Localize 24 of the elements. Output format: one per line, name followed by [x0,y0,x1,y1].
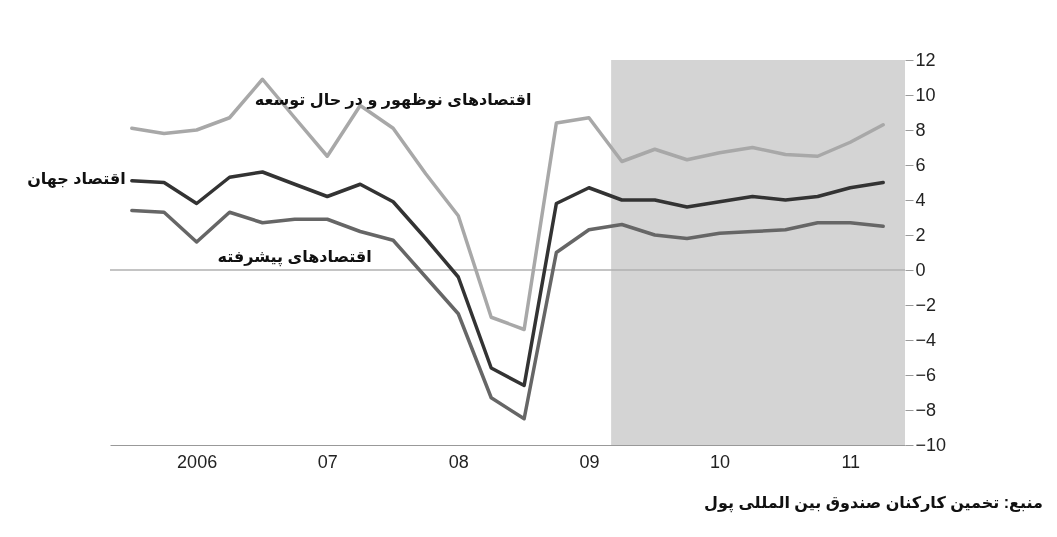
x-tick-label: 07 [317,451,338,472]
y-tick-label: −2 [915,294,937,315]
series-label: اقتصاد جهان [27,169,126,188]
x-tick-label: 09 [579,451,600,472]
series-label: اقتصادهای پیشرفته [217,248,372,268]
x-tick-label: 10 [710,451,731,472]
line-series [130,170,885,388]
y-tick-label: −8 [915,399,937,420]
y-tick-label: 12 [915,49,936,70]
y-tick-label: 8 [915,119,926,140]
x-tick-label: 08 [448,451,469,472]
y-tick-label: 10 [915,84,936,105]
series-label: اقتصادهای نوظهور و در حال توسعه [254,91,532,110]
text: منبع: تخمین کارکنان صندوق بین المللی پول [704,494,1043,513]
y-tick-label: 0 [915,259,926,280]
y-tick-label: −4 [915,329,937,350]
y-tick-label: −10 [915,434,947,455]
y-tick-label: 4 [915,189,926,210]
x-tick-label: 11 [841,451,861,472]
y-tick-label: −6 [915,364,937,385]
y-tick-label: 6 [915,154,926,175]
x-tick-label: 2006 [177,451,218,472]
y-tick-label: 2 [915,224,926,245]
line-series [130,208,885,421]
